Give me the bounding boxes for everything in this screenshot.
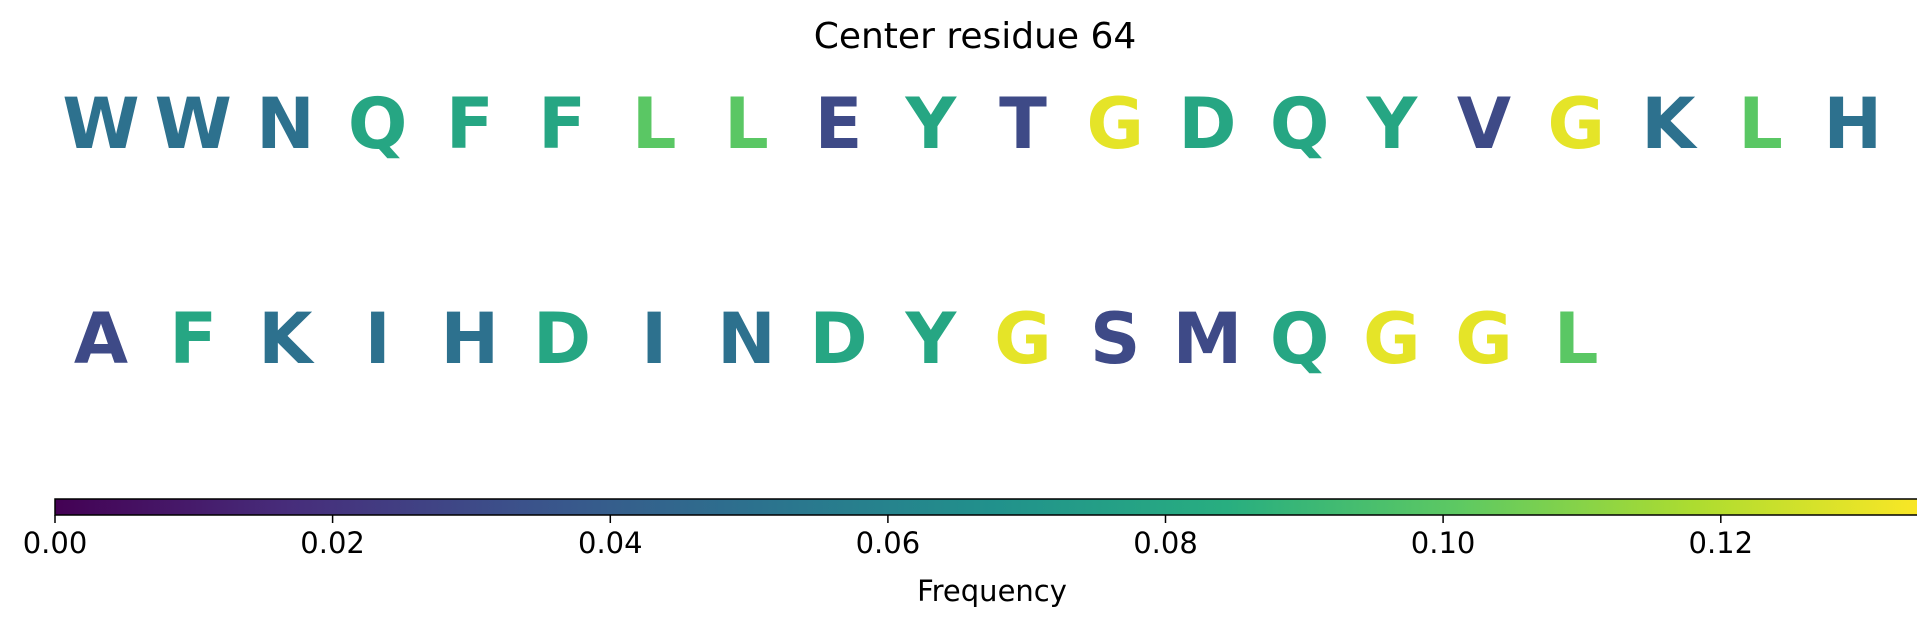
residue-letter: W: [155, 83, 232, 165]
residue-letter: H: [1824, 83, 1883, 165]
residue-letter: S: [1090, 298, 1140, 380]
colorbar-tick-label: 0.10: [1411, 526, 1476, 560]
residue-letter: L: [724, 83, 769, 165]
colorbar-tick-label: 0.04: [578, 526, 643, 560]
colorbar-tick-label: 0.12: [1689, 526, 1754, 560]
residue-letter: G: [1086, 83, 1143, 165]
residue-letter: D: [1178, 83, 1236, 165]
residue-letter: I: [641, 298, 667, 380]
residue-letter: A: [74, 298, 128, 380]
residue-letter: K: [258, 298, 315, 380]
residue-letter: H: [441, 298, 500, 380]
colorbar-tick-label: 0.08: [1133, 526, 1198, 560]
residue-letter: G: [994, 298, 1051, 380]
residue-letter: V: [1457, 83, 1511, 165]
colorbar-tick-label: 0.02: [300, 526, 365, 560]
colorbar-frame: [54, 498, 1917, 516]
residue-letters: W W N Q F F L L E Y T G D Q Y V G K L HA F K I H D I N D Y G S M Q G G L: [62, 83, 1882, 380]
colorbar: 0.00 0.02 0.04 0.06 0.08 0.10 0.12 Frequency: [23, 498, 1917, 608]
residue-letter: K: [1641, 83, 1698, 165]
residue-letter: Q: [1270, 83, 1330, 165]
colorbar-tick-label: 0.06: [856, 526, 921, 560]
residue-letter: Q: [348, 83, 408, 165]
residue-letter: L: [1554, 298, 1599, 380]
colorbar-label: Frequency: [917, 574, 1067, 608]
residue-letter: Y: [1365, 83, 1418, 165]
colorbar-ticks: 0.00 0.02 0.04 0.06 0.08 0.10 0.12: [23, 515, 1753, 560]
residue-letter: L: [1738, 83, 1783, 165]
residue-letter: F: [169, 298, 217, 380]
residue-letter: E: [815, 83, 863, 165]
colorbar-tick-label: 0.00: [23, 526, 88, 560]
residue-letter: F: [538, 83, 586, 165]
residue-letter: G: [1363, 298, 1420, 380]
residue-letter: D: [810, 298, 868, 380]
residue-letter: L: [632, 83, 677, 165]
residue-letter: G: [1455, 298, 1512, 380]
residue-letter: Y: [904, 83, 957, 165]
chart-title: Center residue 64: [814, 16, 1137, 57]
residue-letter: G: [1547, 83, 1604, 165]
residue-letter: T: [999, 83, 1047, 165]
residue-letter: W: [62, 83, 139, 165]
residue-letter: Y: [904, 298, 957, 380]
residue-letter: N: [717, 298, 776, 380]
residue-letter: D: [533, 298, 591, 380]
colorbar-gradient: [55, 499, 1917, 515]
residue-letter: I: [365, 298, 391, 380]
residue-letter: M: [1173, 298, 1243, 380]
residue-letter: N: [256, 83, 315, 165]
residue-letter: Q: [1270, 298, 1330, 380]
residue-letter: F: [446, 83, 494, 165]
